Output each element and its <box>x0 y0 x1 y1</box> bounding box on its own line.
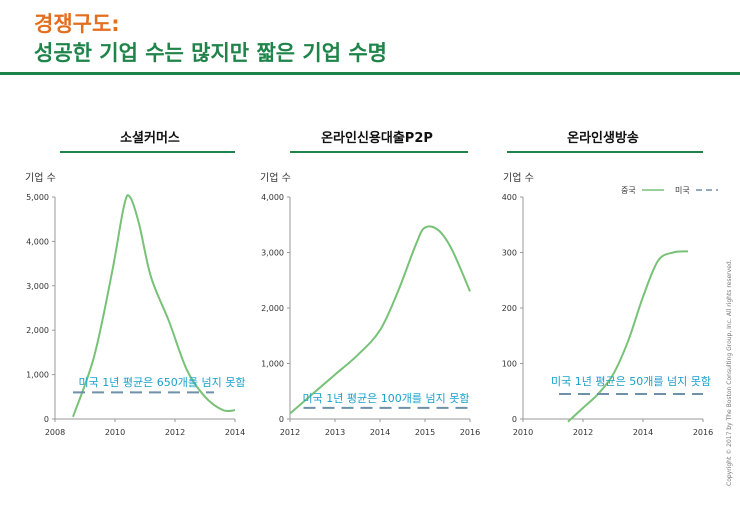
chart1-y-tick-label: 0 <box>44 415 49 424</box>
chart1-annotation: 미국 1년 평균은 650개를 넘지 못함 <box>79 376 246 389</box>
chart3-legend-label-us: 미국 <box>675 186 690 195</box>
chart3-y-tick-label: 0 <box>512 415 517 424</box>
chart3-y-tick-label: 200 <box>502 304 517 313</box>
chart1-x-tick-label: 2014 <box>225 428 245 437</box>
slide-title-line2: 성공한 기업 수는 많지만 짧은 기업 수명 <box>34 41 387 65</box>
chart1-title: 소셜커머스 <box>120 131 180 146</box>
chart2-x-tick-label: 2015 <box>415 428 435 437</box>
copyright-notice: Copyright © 2017 by The Boston Consultin… <box>726 259 733 486</box>
chart2-y-tick-label: 2,000 <box>261 304 284 313</box>
chart3-title-underline <box>507 151 703 153</box>
chart2-x-tick-label: 2012 <box>280 428 300 437</box>
chart3-y-tick-label: 300 <box>502 249 517 258</box>
chart2-y-axis-label: 기업 수 <box>260 171 291 184</box>
chart1-y-tick-label: 4,000 <box>26 237 49 246</box>
chart2-y-tick-label: 3,000 <box>261 249 284 258</box>
chart1-title-underline <box>60 151 235 153</box>
chart1-series-china-line <box>72 194 236 418</box>
chart3-x-tick-label: 2016 <box>693 428 713 437</box>
chart3-x-tick-label: 2014 <box>633 428 653 437</box>
chart2-title-underline <box>290 151 468 153</box>
chart1-x-tick-label: 2012 <box>165 428 185 437</box>
chart3-x-tick-label: 2010 <box>513 428 533 437</box>
chart1-y-tick-label: 3,000 <box>26 282 49 291</box>
chart3-y-tick-label: 100 <box>502 360 517 369</box>
title-divider <box>0 72 740 75</box>
chart3-series-china-line <box>567 250 689 423</box>
chart2-annotation: 미국 1년 평균은 100개를 넘지 못함 <box>303 392 470 405</box>
chart2-x-tick-label: 2016 <box>460 428 480 437</box>
chart1-x-tick-label: 2008 <box>45 428 65 437</box>
chart2-x-tick-label: 2014 <box>370 428 390 437</box>
chart2-y-tick-label: 1,000 <box>261 360 284 369</box>
chart2-x-tick-label: 2013 <box>325 428 345 437</box>
chart3-annotation: 미국 1년 평균은 50개를 넘지 못함 <box>551 375 711 388</box>
chart2-y-tick-label: 0 <box>279 415 284 424</box>
chart1-y-tick-label: 1,000 <box>26 371 49 380</box>
chart1-x-tick-label: 2010 <box>105 428 125 437</box>
slide-title-line1: 경쟁구도: <box>34 12 120 36</box>
chart1-y-tick-label: 5,000 <box>26 193 49 202</box>
chart3-y-axis-label: 기업 수 <box>503 171 534 184</box>
chart1-y-axis-label: 기업 수 <box>25 171 56 184</box>
chart3-x-tick-label: 2012 <box>573 428 593 437</box>
chart3-y-tick-label: 400 <box>502 193 517 202</box>
chart1-y-tick-label: 2,000 <box>26 326 49 335</box>
chart2-y-tick-label: 4,000 <box>261 193 284 202</box>
chart3-legend-label-china: 중국 <box>621 186 636 195</box>
chart3-title: 온라인생방송 <box>567 131 639 146</box>
chart2-series-china-line <box>289 225 471 415</box>
chart2-title: 온라인신용대출P2P <box>321 131 433 146</box>
